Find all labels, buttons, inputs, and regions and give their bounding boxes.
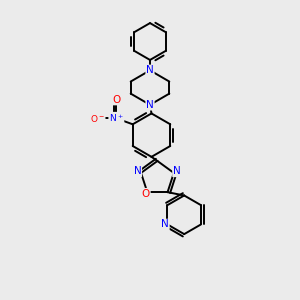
- Text: N$^+$: N$^+$: [109, 112, 124, 124]
- Text: O$^-$: O$^-$: [90, 113, 105, 124]
- Text: O: O: [112, 94, 121, 105]
- Text: N: N: [173, 167, 181, 176]
- Text: N: N: [146, 65, 154, 75]
- Text: N: N: [161, 220, 169, 230]
- Text: N: N: [146, 100, 154, 110]
- Text: N: N: [134, 167, 141, 176]
- Text: O: O: [142, 189, 150, 199]
